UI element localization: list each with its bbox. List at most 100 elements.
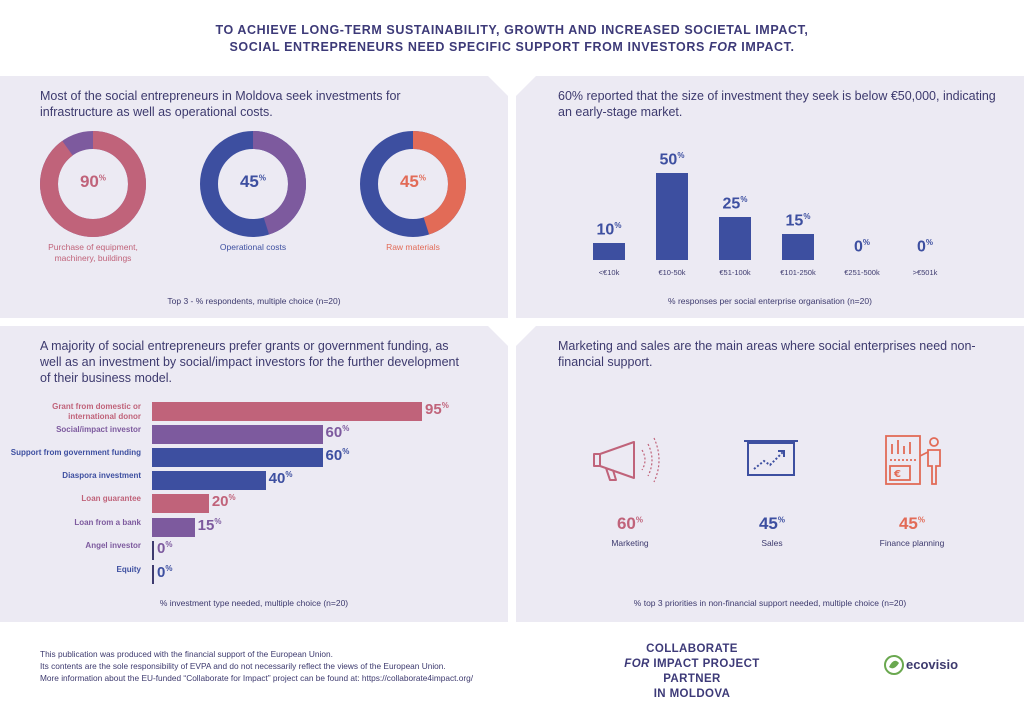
donut-pct-1: %: [258, 173, 267, 183]
donut-arc-1: [200, 131, 306, 237]
investment-type-note: % investment type needed, multiple choic…: [159, 598, 349, 608]
size-number-5: 0: [916, 238, 926, 256]
investment-needs-note: Top 3 - % respondents, multiple choice (…: [167, 296, 341, 306]
size-value-1: 50%: [642, 151, 702, 169]
size-pct-4: %: [862, 238, 871, 247]
donut-number-0: 90: [79, 172, 99, 191]
priority-label-0: Marketing: [611, 538, 649, 548]
svg-text:€: €: [893, 469, 901, 480]
size-number-2: 25: [722, 194, 741, 212]
size-category-5: >€501k: [912, 268, 938, 277]
type-bar-6: [152, 541, 154, 560]
size-pct-5: %: [925, 238, 934, 247]
type-value-0: 95%: [425, 401, 449, 418]
donut-number-2: 45: [399, 172, 419, 191]
investment-size-note: % responses per social enterprise organi…: [668, 296, 872, 306]
size-category-0: <€10k: [598, 268, 620, 277]
priority-pct-0: %: [635, 515, 644, 525]
partner-line-2: FOR IMPACT PROJECT PARTNER: [612, 657, 772, 687]
project-partner-label: COLLABORATE FOR IMPACT PROJECT PARTNER I…: [612, 642, 772, 702]
megaphone-icon: [593, 437, 660, 483]
size-pct-0: %: [614, 220, 622, 230]
type-category-1: Social/impact investor: [56, 425, 141, 434]
donut-label-0: Purchase of equipment, machinery, buildi…: [48, 242, 138, 263]
size-number-0: 10: [596, 220, 615, 238]
priority-value-2: 45%: [872, 514, 952, 534]
footer-line-1: This publication was produced with the f…: [40, 649, 333, 659]
donut-charts: [40, 131, 466, 237]
ecovisio-logo: ecovisio: [884, 655, 974, 677]
priority-number-0: 60: [616, 514, 636, 533]
header-line-2-em: FOR: [709, 40, 738, 54]
type-number-0: 95: [425, 401, 442, 418]
size-pct-1: %: [677, 151, 685, 160]
type-pct-5: %: [214, 517, 222, 526]
priority-value-0: 60%: [590, 514, 670, 534]
type-value-1: 60%: [326, 424, 350, 441]
size-value-5: 0%: [895, 238, 955, 256]
size-number-1: 50: [659, 151, 678, 169]
type-pct-6: %: [165, 540, 173, 549]
type-value-6: 0%: [157, 540, 172, 557]
size-value-2: 25%: [705, 195, 765, 213]
type-pct-3: %: [285, 470, 293, 479]
investment-type-title: A majority of social entrepreneurs prefe…: [40, 339, 459, 385]
priority-pct-2: %: [917, 515, 926, 525]
size-category-3: €101-250k: [780, 268, 816, 277]
header-line-2-pre: SOCIAL ENTREPRENEURS NEED SPECIFIC SUPPO…: [229, 40, 709, 54]
donut-value-0: 90%: [63, 172, 123, 192]
type-number-1: 60: [325, 424, 343, 441]
priority-label-2: Finance planning: [879, 538, 945, 548]
type-category-5: Loan from a bank: [74, 518, 141, 527]
donut-pct-2: %: [418, 173, 427, 183]
size-value-3: 15%: [768, 212, 828, 230]
size-category-1: €10-50k: [658, 268, 686, 277]
priority-number-1: 45: [758, 514, 778, 533]
donut-pct-0: %: [98, 173, 107, 183]
type-category-3: Diaspora investment: [62, 471, 141, 480]
type-bar-7: [152, 565, 154, 584]
type-category-2: Support from government funding: [10, 448, 141, 457]
donut-value-1: 45%: [223, 172, 283, 192]
size-number-4: 0: [853, 238, 863, 256]
investment-size-title: 60% reported that the size of investment…: [558, 89, 996, 119]
type-value-5: 15%: [198, 517, 222, 534]
partner-line-1: COLLABORATE: [646, 643, 738, 655]
type-pct-4: %: [228, 493, 236, 502]
type-bar-3: [152, 471, 266, 490]
page-header: TO ACHIEVE LONG-TERM SUSTAINABILITY, GRO…: [0, 0, 1024, 72]
non-financial-panel: Marketing and sales are the main areas w…: [516, 326, 1024, 622]
ecovisio-logo-text: ecovisio: [906, 657, 959, 672]
type-value-3: 40%: [269, 470, 293, 487]
type-value-7: 0%: [157, 564, 172, 581]
donut-label-2: Raw materials: [386, 242, 440, 252]
type-value-4: 20%: [212, 493, 236, 510]
investment-needs-panel: Most of the social entrepreneurs in Mold…: [0, 76, 508, 318]
type-pct-7: %: [165, 564, 173, 573]
priority-label-1: Sales: [761, 538, 783, 548]
donut-arc-0: [40, 131, 146, 237]
priority-pct-1: %: [777, 515, 786, 525]
type-pct-1: %: [342, 424, 350, 433]
type-number-2: 60: [325, 447, 343, 464]
donut-number-1: 45: [239, 172, 259, 191]
size-pct-3: %: [803, 211, 811, 221]
partner-line-3: IN MOLDOVA: [653, 688, 731, 700]
footer-line-2: Its contents are the sole responsibility…: [40, 661, 446, 671]
type-category-0: Grant from domestic or international don…: [52, 402, 141, 421]
partner-line-2-post: IMPACT PROJECT PARTNER: [649, 658, 760, 685]
size-bar-0: [593, 242, 625, 260]
size-bar-3: [782, 233, 814, 260]
size-category-4: €251-500k: [844, 268, 880, 277]
size-number-3: 15: [785, 212, 804, 230]
size-bar-1: [656, 173, 688, 260]
investment-size-panel: 60% reported that the size of investment…: [516, 76, 1024, 318]
header-line-2-post: IMPACT.: [737, 40, 795, 54]
header-line-1: TO ACHIEVE LONG-TERM SUSTAINABILITY, GRO…: [215, 23, 809, 37]
partner-line-2-em: FOR: [624, 658, 650, 670]
type-category-6: Angel investor: [85, 541, 141, 550]
footer-line-3: More information about the EU-funded “Co…: [40, 673, 474, 683]
investment-needs-title: Most of the social entrepreneurs in Mold…: [40, 89, 401, 119]
footer-disclaimer: This publication was produced with the f…: [40, 648, 473, 684]
size-value-0: 10%: [579, 221, 639, 239]
